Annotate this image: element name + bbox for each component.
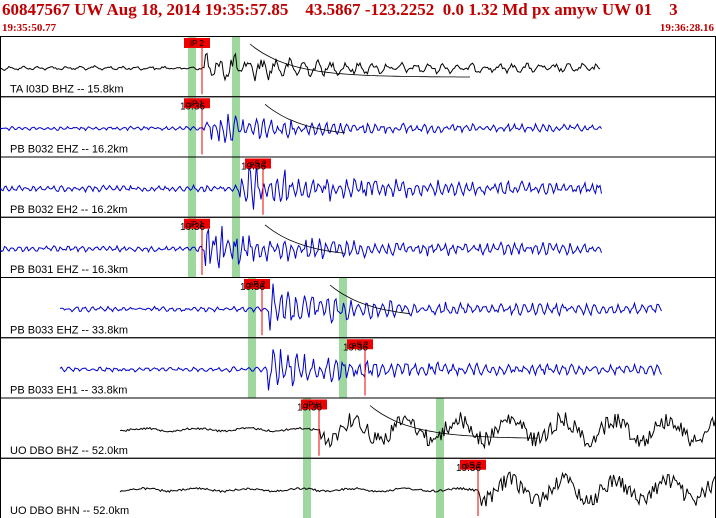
station-label: UO DBO BHN -- 52.0km	[10, 505, 129, 517]
phase-window-band	[303, 398, 311, 458]
pick-label-box	[460, 459, 486, 470]
phase-window-band	[248, 278, 256, 338]
phase-window-band	[188, 157, 196, 217]
pick-label: eS 2	[352, 340, 369, 349]
phase-window-band	[436, 398, 444, 458]
seismic-waveform	[119, 411, 716, 450]
minute-time-label: 19:36	[180, 222, 205, 233]
pick-label-box	[184, 98, 210, 109]
pick-label-box	[184, 38, 210, 48]
minute-time-label: 19:36	[240, 282, 265, 293]
coda-decay-curve	[329, 284, 411, 315]
station-label: PB B031 EHZ -- 16.3km	[10, 264, 128, 276]
trace-row-8: eS 219:36 UO DBO BHN -- 52.0km	[0, 457, 716, 518]
pick-label-box	[184, 218, 210, 229]
phase-window-band	[188, 37, 196, 97]
pick-label: eS 2	[250, 160, 267, 169]
seismic-waveform	[0, 225, 602, 269]
pick-label: iP H	[307, 401, 322, 410]
station-label: PB B032 EH2 -- 16.2km	[10, 204, 127, 216]
coda-decay-curve	[249, 43, 470, 78]
phase-window-band	[303, 458, 311, 518]
pick-label: eS 2	[465, 461, 482, 470]
phase-window-band	[188, 97, 196, 157]
station-label: UO DBO BHZ -- 52.0km	[10, 445, 128, 457]
coda-decay-curve	[264, 103, 346, 134]
seismic-waveform	[59, 349, 662, 391]
pick-label-box	[301, 399, 327, 410]
seismic-waveform	[0, 113, 602, 143]
phase-window-band	[232, 217, 240, 277]
pick-label-box	[244, 279, 270, 289]
window-start-time: 19:35:50.77	[2, 22, 57, 34]
minute-time-label: 19:36	[343, 342, 368, 353]
trace-row-7: iP H19:36 UO DBO BHZ -- 52.0km	[0, 397, 716, 459]
station-label: TA I03D BHZ -- 15.8km	[10, 83, 124, 95]
seismic-waveform	[0, 163, 602, 210]
trace-row-3: eS 219:36 PB B032 EH2 -- 16.2km	[0, 156, 716, 218]
coda-decay-curve	[369, 405, 538, 439]
pick-label: eP 2	[249, 280, 266, 289]
trace-row-4: iP 119:36 PB B031 EHZ -- 16.3km	[0, 216, 716, 278]
coda-decay-curve	[264, 224, 346, 254]
seismic-waveform	[59, 283, 662, 331]
pick-label: iP 1	[190, 99, 204, 108]
phase-window-band	[339, 338, 347, 398]
pick-label: iP 1	[190, 220, 204, 229]
trace-row-5: eP 219:36 PB B033 EHZ -- 33.8km	[0, 277, 716, 339]
trace-row-2: iP 119:36 PB B032 EHZ -- 16.2km	[0, 96, 716, 158]
event-header: 60847567 UW Aug 18, 2014 19:35:57.85 43.…	[0, 0, 716, 36]
phase-window-band	[232, 37, 240, 97]
station-label: PB B033 EHZ -- 33.8km	[10, 324, 128, 336]
pick-label-box	[245, 158, 271, 169]
minute-time-label: 19:36	[456, 463, 481, 474]
pick-label: iP 2	[190, 39, 204, 48]
trace-row-6: eS 219:36 PB B033 EH1 -- 33.8km	[0, 337, 716, 399]
phase-window-band	[232, 97, 240, 157]
phase-window-band	[248, 338, 256, 398]
window-end-time: 19:36:28.16	[659, 22, 714, 34]
minute-time-label: 19:36	[241, 162, 266, 173]
phase-window-band	[436, 458, 444, 518]
seismic-waveform	[119, 471, 716, 507]
minute-time-label: 19:36	[180, 101, 205, 112]
trace-row-1: iP 2 TA I03D BHZ -- 15.8km	[0, 36, 716, 98]
minute-time-label: 19:36	[297, 403, 322, 414]
pick-label-box	[347, 339, 373, 350]
event-title: 60847567 UW Aug 18, 2014 19:35:57.85 43.…	[2, 0, 678, 19]
seismic-waveform	[0, 52, 601, 82]
station-label: PB B032 EHZ -- 16.2km	[10, 144, 128, 156]
station-label: PB B033 EH1 -- 33.8km	[10, 385, 127, 397]
